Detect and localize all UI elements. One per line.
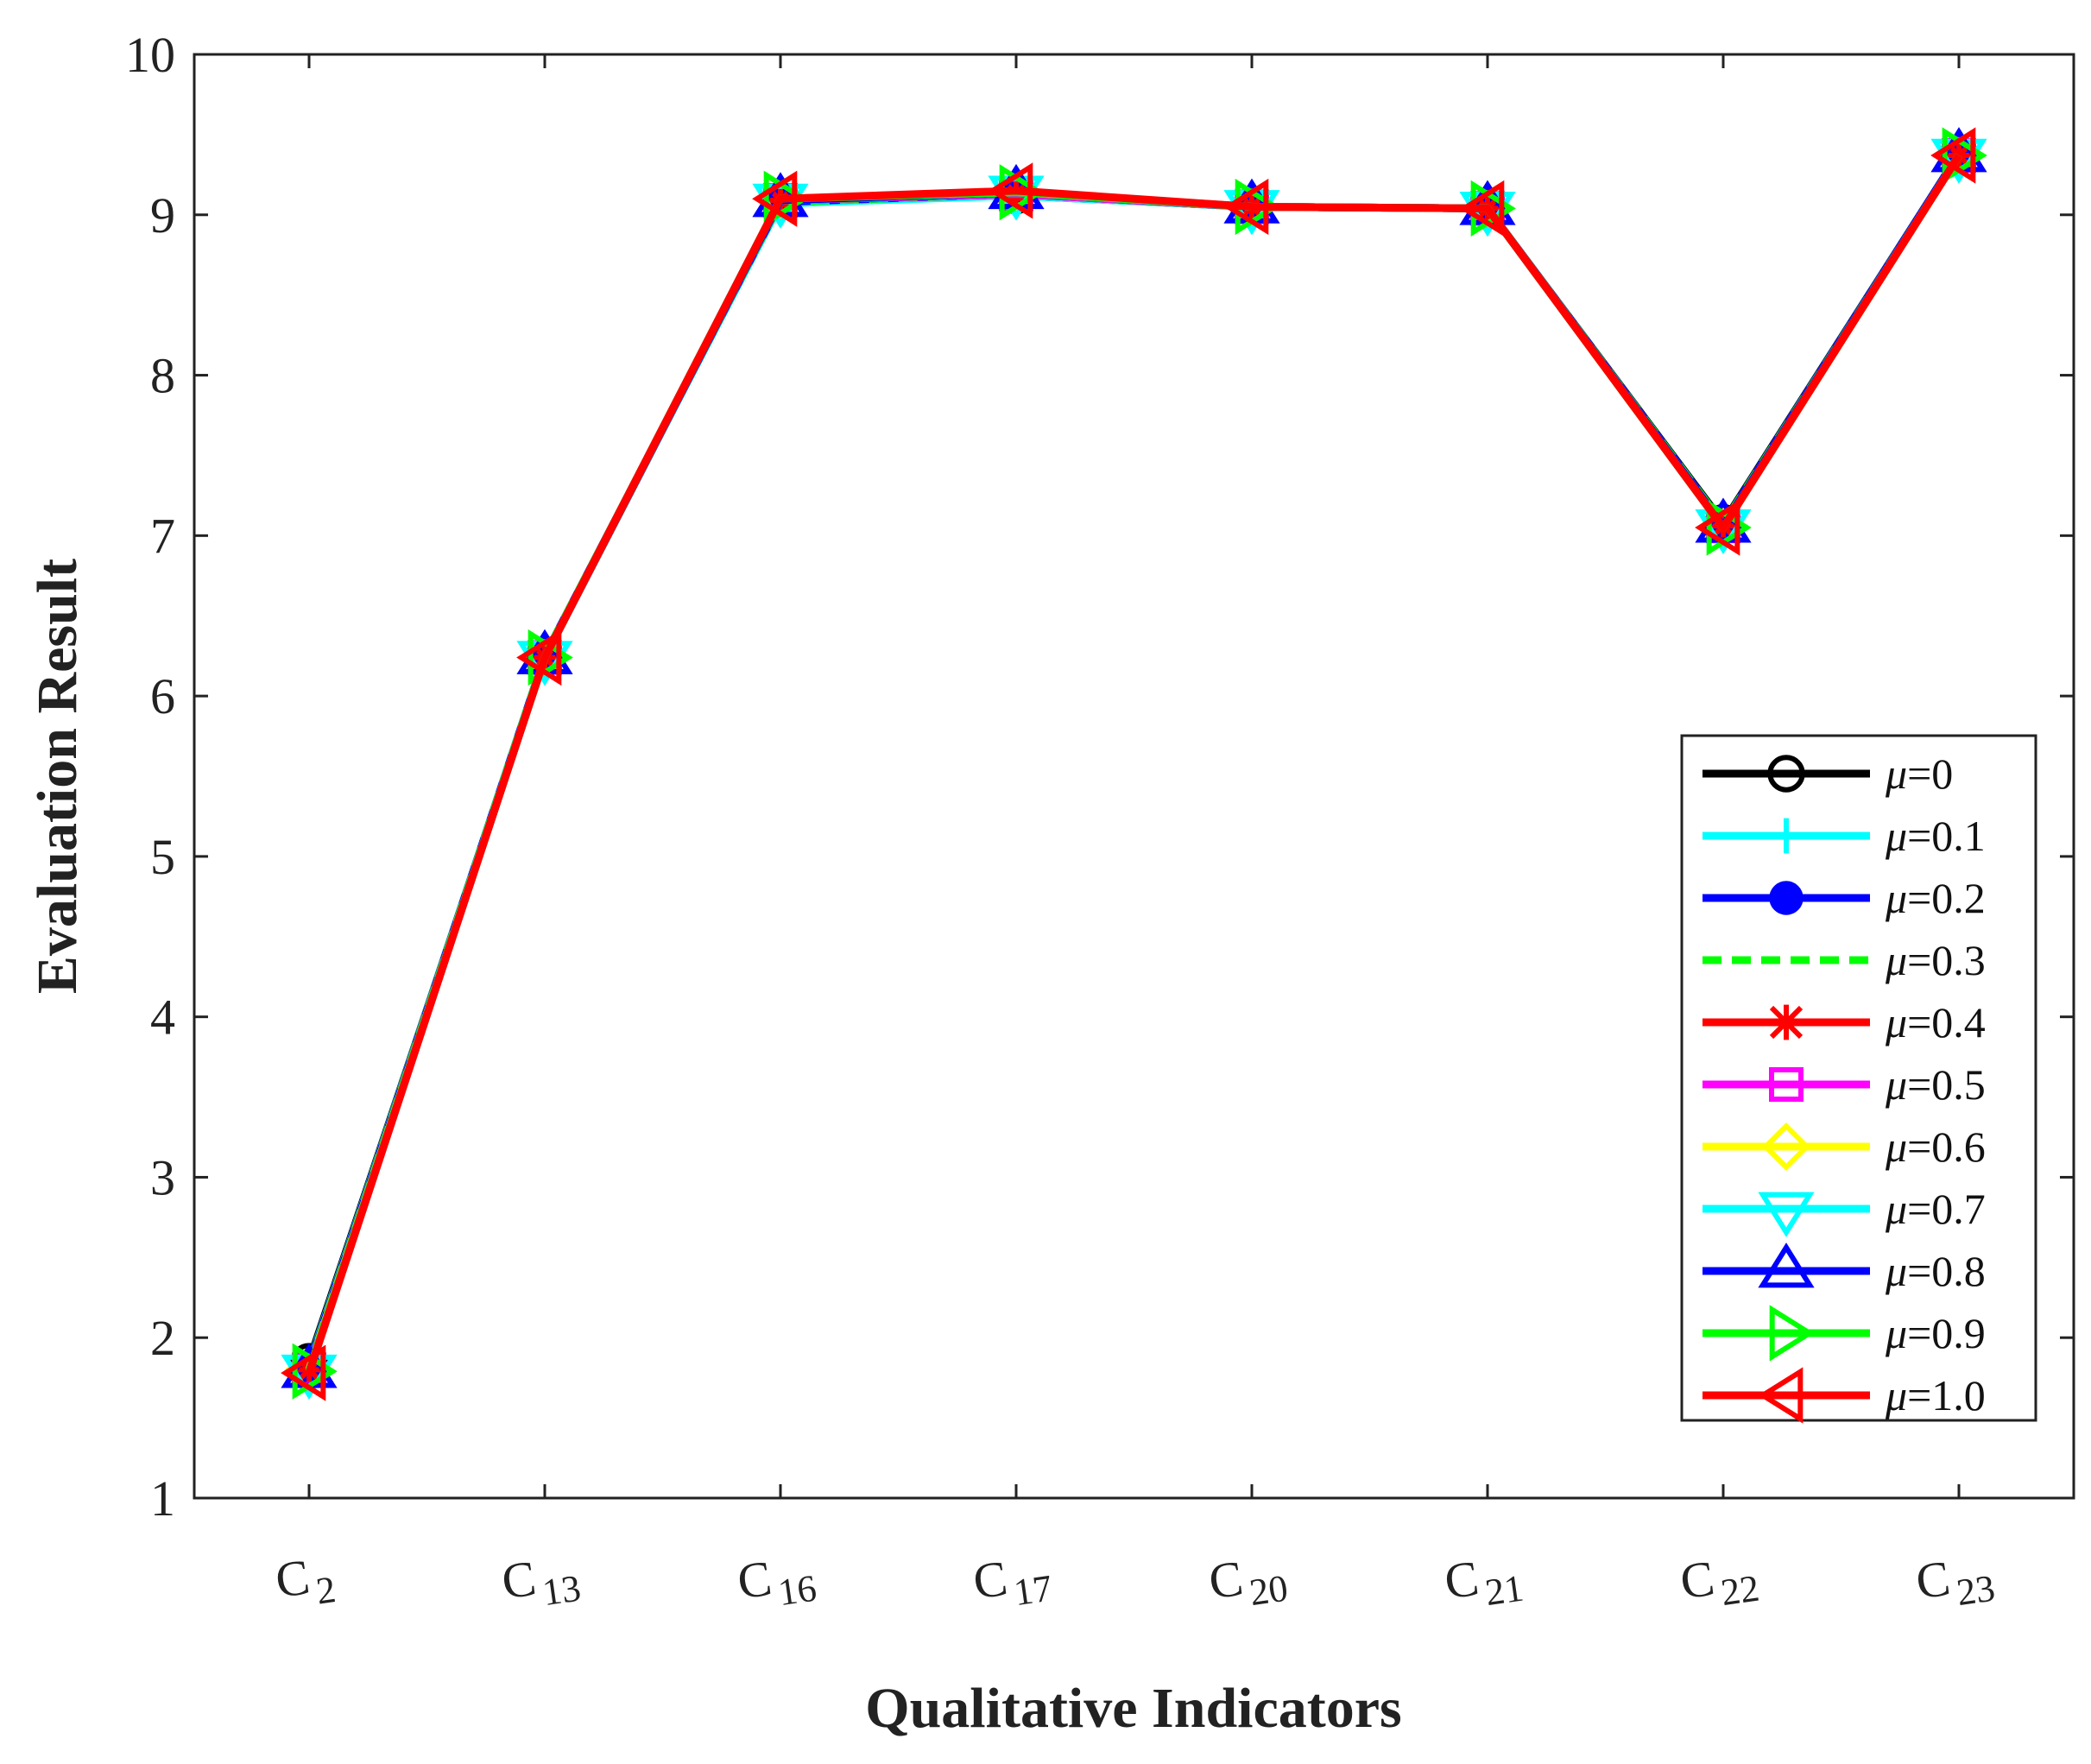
legend-marker <box>1769 1305 1815 1362</box>
x-tick-label: C23 <box>1912 1544 1997 1620</box>
legend-marker <box>1761 1122 1811 1172</box>
legend-item: μ=0 <box>1702 749 1953 798</box>
legend-label: μ=0.5 <box>1885 1060 1986 1109</box>
x-tick-label: C16 <box>734 1544 818 1620</box>
x-tick-label: C22 <box>1677 1544 1761 1620</box>
legend-item: μ=0.9 <box>1702 1305 1986 1362</box>
legend-label: μ=0.9 <box>1885 1309 1986 1357</box>
data-point <box>1930 127 1976 184</box>
data-point <box>516 629 562 686</box>
data-point <box>1459 180 1505 237</box>
y-tick-label: 1 <box>150 1470 175 1527</box>
series-layer <box>281 127 1987 1401</box>
legend-item: μ=0.2 <box>1702 874 1986 922</box>
y-tick-label: 8 <box>150 348 175 404</box>
y-tick-label: 9 <box>150 187 175 243</box>
x-axis: C2 C13 C16 C17 C20 C21 C22 C23 <box>272 54 1998 1620</box>
legend-item: μ=0.4 <box>1702 998 1986 1046</box>
data-point <box>988 162 1033 219</box>
y-tick-label: 7 <box>150 508 175 564</box>
series-10 <box>281 127 1976 1401</box>
x-tick-label: C17 <box>970 1544 1054 1620</box>
legend-item: μ=0.5 <box>1702 1060 1986 1109</box>
legend-marker <box>1769 881 1804 915</box>
data-point <box>752 170 798 227</box>
series-line <box>305 153 1962 1375</box>
data-point <box>763 170 809 227</box>
legend-label: μ=0.3 <box>1885 936 1986 984</box>
legend-marker <box>1769 1067 1804 1102</box>
legend-marker <box>1758 1192 1815 1237</box>
legend-label: μ=0.1 <box>1885 812 1986 860</box>
legend: μ=0 μ=0.1 μ=0.2 μ=0.3 μ=0.4 μ=0.5 μ=0.6 μ=0.7 μ=… <box>1680 734 2037 1424</box>
legend-label: μ=0.2 <box>1885 874 1986 922</box>
legend-marker <box>1768 1004 1804 1040</box>
legend-label: μ=0.7 <box>1885 1185 1986 1233</box>
legend-marker <box>1767 755 1805 793</box>
y-axis-title: Evaluation Result <box>26 559 89 994</box>
legend-item: μ=0.3 <box>1702 936 1986 984</box>
legend-marker <box>1758 1367 1804 1424</box>
legend-label: μ=0 <box>1885 749 1953 798</box>
y-tick-label: 3 <box>150 1149 175 1205</box>
y-axis: 1 2 3 4 5 6 7 8 9 10 <box>125 27 2074 1527</box>
y-tick-label: 10 <box>125 27 175 83</box>
data-point <box>1223 178 1269 236</box>
legend-item: μ=0.8 <box>1702 1242 1986 1295</box>
y-tick-label: 2 <box>150 1310 175 1366</box>
y-tick-label: 5 <box>150 829 175 885</box>
legend-item: μ=0.1 <box>1702 812 1986 860</box>
legend-label: μ=0.4 <box>1885 998 1986 1046</box>
data-point <box>1695 499 1740 556</box>
legend-marker <box>1758 1242 1815 1288</box>
legend-label: μ=0.8 <box>1885 1247 1986 1295</box>
legend-label: μ=0.6 <box>1885 1122 1986 1171</box>
legend-label: μ=1.0 <box>1885 1371 1986 1419</box>
legend-item: μ=0.7 <box>1702 1185 1986 1237</box>
x-tick-label: C21 <box>1441 1544 1526 1620</box>
x-axis-title: Qualitative Indicators <box>865 1677 1402 1740</box>
x-tick-label: C2 <box>272 1545 338 1618</box>
y-tick-label: 4 <box>150 989 175 1046</box>
legend-marker <box>1768 818 1804 854</box>
y-tick-label: 6 <box>150 668 175 724</box>
legend-item: μ=1.0 <box>1702 1367 1986 1424</box>
data-point <box>1942 127 1987 184</box>
x-tick-label: C13 <box>498 1544 583 1620</box>
legend-item: μ=0.6 <box>1702 1122 1986 1172</box>
x-tick-label: C20 <box>1205 1544 1290 1620</box>
data-point <box>281 1344 326 1401</box>
legend-box <box>1680 734 2037 1422</box>
